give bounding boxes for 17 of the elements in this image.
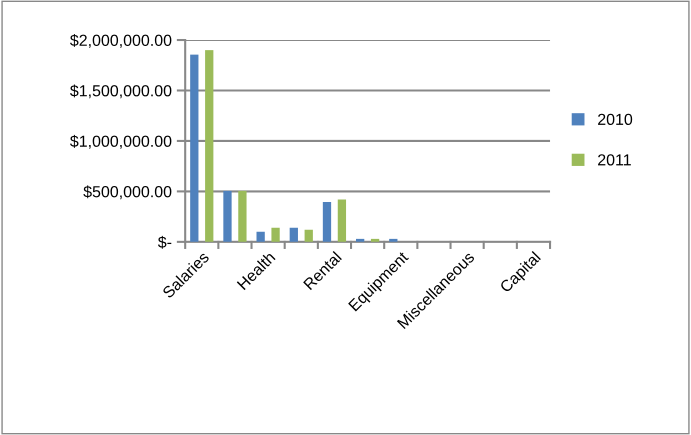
y-tick-label: $1,500,000.00 (70, 84, 172, 98)
y-tick-label: $1,000,000.00 (70, 134, 172, 149)
bar (338, 199, 346, 242)
legend-label: 2010 (598, 114, 632, 126)
bar (205, 50, 214, 242)
y-tick-label: $2,000,000.00 (70, 34, 172, 48)
bar (238, 190, 247, 242)
y-tick-label: $500,000.00 (83, 185, 172, 200)
bar (271, 228, 280, 242)
bar (304, 230, 313, 242)
legend-label: 2011 (598, 154, 631, 166)
bar (190, 54, 198, 242)
bar (223, 190, 232, 242)
bar (290, 228, 298, 242)
bar (256, 232, 265, 242)
y-tick-label: $- (158, 236, 172, 249)
bar (322, 202, 332, 242)
